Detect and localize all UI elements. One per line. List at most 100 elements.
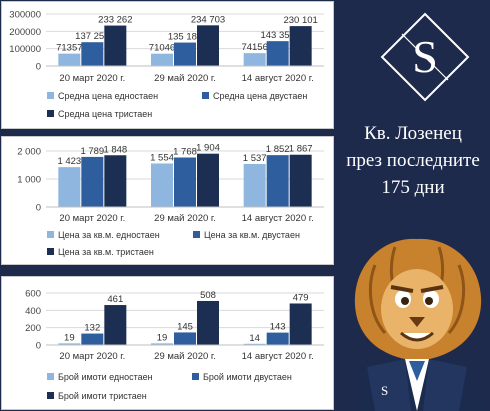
data-label: 19 [157,332,168,343]
legend-entry: Средна цена тристаен [58,109,152,119]
brand-logo-icon: S [380,12,470,102]
x-category-label: 14 август 2020 г. [242,213,314,224]
data-label: 71357 [56,43,82,54]
bar [243,53,266,66]
y-tick-label: 300000 [9,10,41,21]
y-tick-label: 600 [25,289,41,300]
y-tick-label: 0 [36,203,41,214]
data-label: 234 703 [191,14,225,25]
legend-swatch [47,373,54,380]
bar [243,163,266,207]
y-tick-label: 0 [36,341,41,352]
legend-swatch [47,248,54,255]
x-category-label: 20 март 2020 г. [59,351,125,362]
data-label: 132 [84,323,100,334]
y-tick-label: 2 000 [17,147,41,158]
title-line-2: през последните [346,150,480,171]
x-category-label: 14 август 2020 г. [242,351,314,362]
lion-mascot-icon: S [353,238,485,411]
chart-panel-property-count: 0 200 400 600 19 132 461 20 март 2020 г. 19 145 50… [1,276,334,410]
data-label: 143 350 [260,30,294,41]
data-label: 14 [249,333,260,344]
y-tick-label: 100000 [9,44,41,55]
bar [174,157,196,207]
bar [289,303,312,345]
data-label: 230 101 [283,15,317,26]
y-tick-label: 400 [25,306,41,317]
bar [289,26,312,66]
x-category-label: 20 март 2020 г. [59,73,125,84]
data-label: 508 [200,290,216,301]
legend-swatch [47,231,54,238]
bar [104,155,127,207]
y-tick-label: 200 [25,323,41,334]
page-title: Кв. Лозенец през последните 175 дни [338,120,488,201]
data-label: 479 [293,292,309,303]
data-label: 1 789 [80,146,104,157]
bar [266,332,289,345]
bar [104,25,127,66]
bar [58,53,81,66]
y-tick-label: 0 [36,62,41,73]
data-label: 1 852 [266,144,290,155]
bar [266,155,289,207]
legend-entry: Средна цена двустаен [213,91,307,101]
title-line-1: Кв. Лозенец [364,123,462,144]
legend-entry: Средна цена едностаен [58,91,158,101]
data-label: 1 904 [196,143,220,154]
bar [266,41,289,66]
legend-swatch [202,92,209,99]
y-tick-label: 200000 [9,27,41,38]
data-label: 1 768 [173,146,197,157]
chart-panel-price-per-sqm: 0 1 000 2 000 1 423 1 789 1 848 20 март 2020 г… [1,136,334,265]
legend-entry: Цена за кв.м. едностаен [58,230,160,240]
bar [81,333,104,345]
chart-panel-average-price: 0 100000 200000 300000 71357 137 252 233 262 20… [1,1,334,129]
bar [289,154,312,207]
data-label: 1 848 [103,144,127,155]
data-label: 1 554 [150,152,174,163]
bar [81,42,104,66]
bar [197,300,219,345]
data-label: 71046 [149,43,175,54]
legend-swatch [192,373,199,380]
data-label: 74156 [241,42,267,53]
bar [197,153,219,207]
data-label: 145 [177,321,193,332]
x-category-label: 14 август 2020 г. [242,73,314,84]
brand-logo-letter: S [412,31,438,82]
legend-swatch [47,92,54,99]
legend-entry: Брой имоти тристаен [58,391,147,401]
data-label: 1 537 [243,153,267,164]
bar [243,343,266,345]
bar [58,343,81,345]
legend-entry: Брой имоти едностаен [58,372,153,382]
legend-swatch [47,110,54,117]
data-label: 461 [107,294,123,305]
data-label: 137 252 [75,31,109,42]
legend-entry: Цена за кв.м. двустаен [204,230,300,240]
data-label: 233 262 [98,15,132,26]
title-line-3: 175 дни [381,177,445,198]
bar [151,343,173,345]
legend-swatch [47,392,54,399]
data-label: 135 189 [168,32,202,43]
bar [81,156,104,207]
legend-entry: Брой имоти двустаен [203,372,292,382]
mascot-badge-letter: S [381,383,388,398]
data-label: 143 [270,322,286,333]
legend-swatch [193,231,200,238]
bar [174,42,196,66]
bar [151,53,173,66]
bar [104,305,127,345]
data-label: 1 423 [57,156,81,167]
y-tick-label: 1 000 [17,175,41,186]
bar [197,25,219,66]
x-category-label: 29 май 2020 г. [154,213,216,224]
bar [174,332,196,345]
x-category-label: 29 май 2020 г. [154,73,216,84]
x-category-label: 20 март 2020 г. [59,213,125,224]
legend-entry: Цена за кв.м. тристаен [58,247,154,257]
